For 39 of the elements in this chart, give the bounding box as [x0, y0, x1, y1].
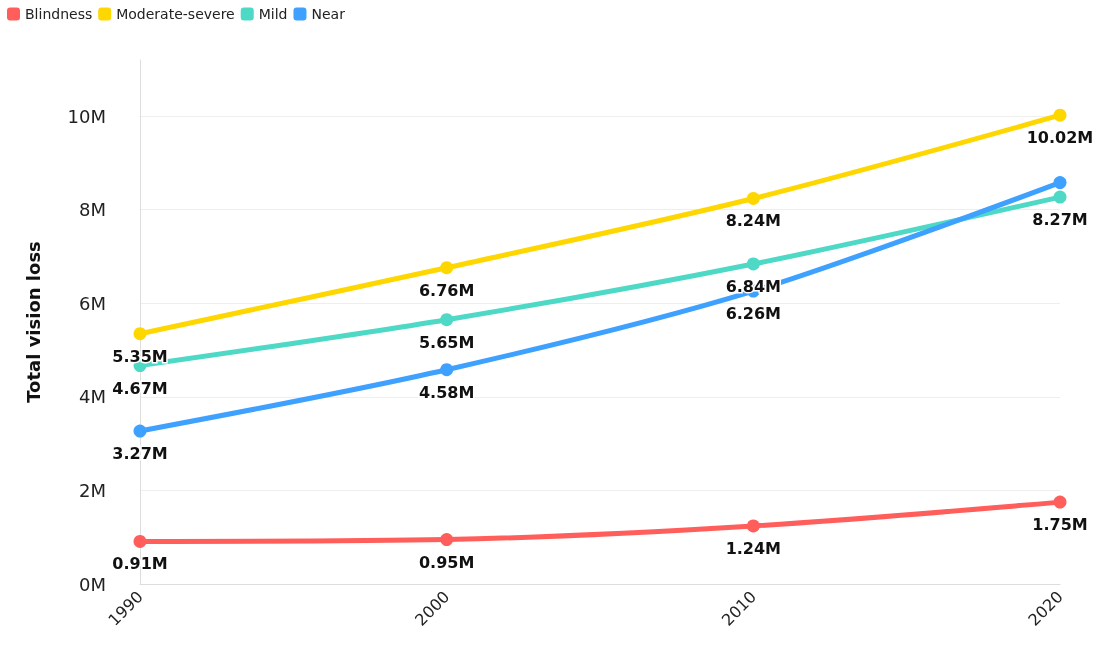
data-label: 0.91M	[112, 554, 168, 574]
point	[746, 191, 760, 205]
data-label: 4.67M	[112, 378, 168, 398]
point	[440, 313, 454, 327]
point	[1053, 495, 1067, 509]
point	[133, 327, 147, 341]
point	[746, 257, 760, 271]
point	[440, 261, 454, 275]
y-tick-label: 4M	[79, 386, 106, 408]
y-tick-label: 10M	[67, 105, 106, 127]
data-label: 0.95M	[418, 552, 475, 572]
point	[133, 534, 147, 548]
legend-label: Near	[311, 6, 346, 22]
point	[746, 519, 760, 533]
data-label: 4.58M	[418, 382, 475, 402]
point	[1053, 176, 1067, 190]
point	[1053, 108, 1067, 122]
y-tick-label: 2M	[79, 479, 106, 501]
data-label: 10.02M	[1026, 128, 1094, 148]
point	[1053, 190, 1067, 204]
legend-label: Mild	[258, 6, 288, 22]
y-tick-label: 8M	[79, 199, 106, 221]
y-tick-label: 6M	[79, 292, 106, 314]
data-label: 6.76M	[418, 280, 475, 300]
data-label: 8.27M	[1032, 210, 1088, 230]
y-axis-title: Total vision loss	[22, 241, 44, 403]
data-label: 1.24M	[725, 538, 782, 558]
data-label: 3.27M	[112, 444, 168, 464]
legend-label: Blindness	[25, 6, 93, 22]
data-label: 8.24M	[725, 211, 782, 231]
data-label: 6.26M	[725, 304, 782, 324]
y-tick-label: 0M	[79, 573, 106, 595]
data-label: 5.35M	[112, 346, 168, 366]
point	[133, 424, 147, 438]
point	[440, 363, 454, 377]
data-label: 5.65M	[418, 332, 475, 352]
data-label: 1.75M	[1032, 515, 1088, 535]
point	[440, 533, 454, 547]
legend-label: Moderate-severe	[116, 6, 235, 22]
